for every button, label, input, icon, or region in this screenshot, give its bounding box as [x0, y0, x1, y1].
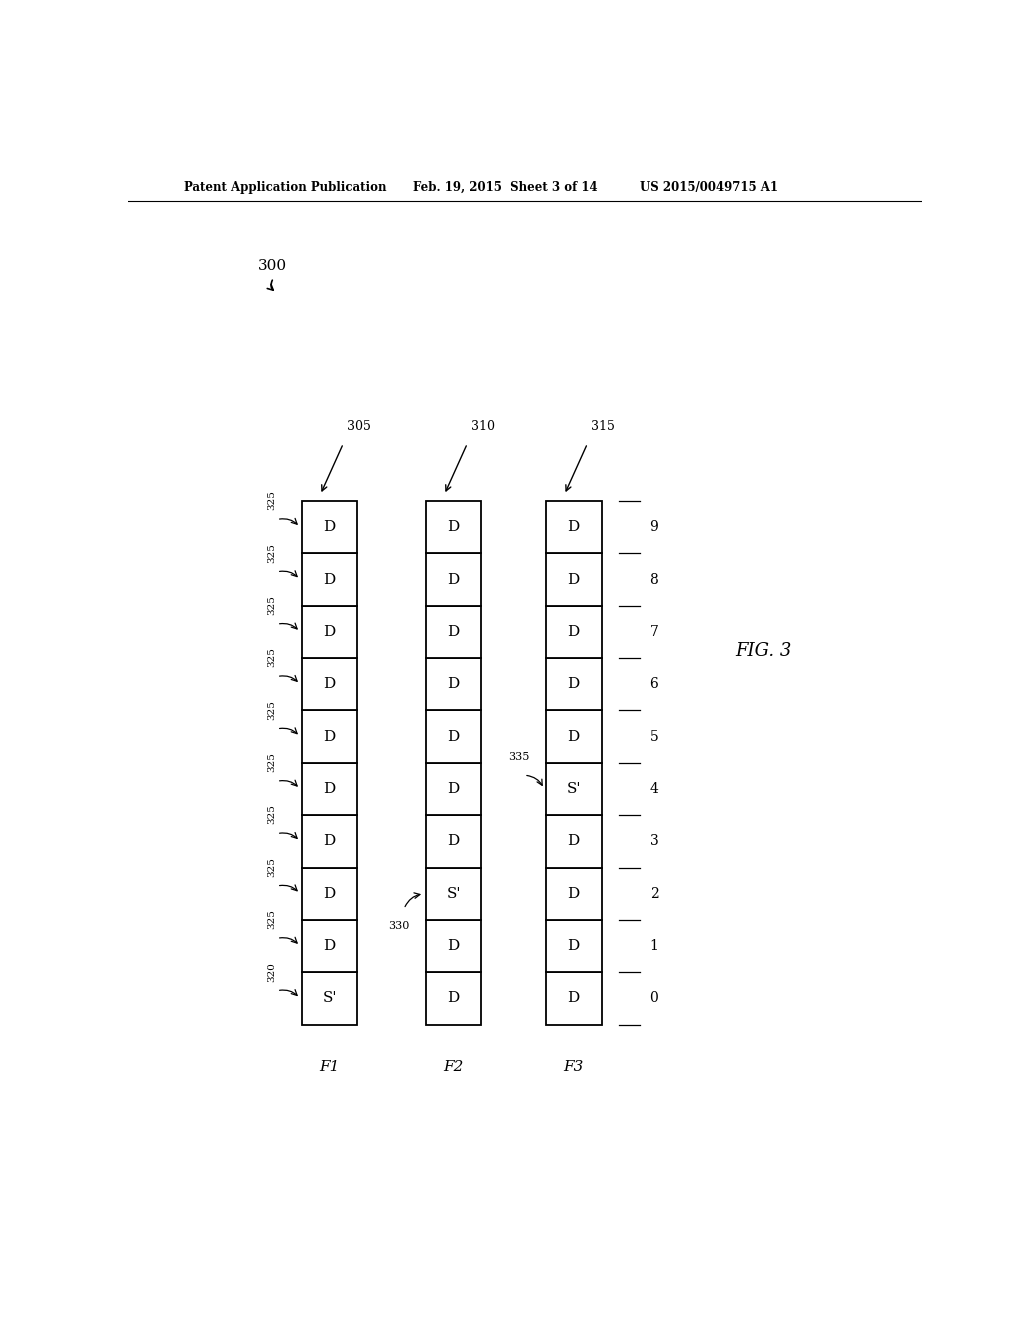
Bar	[302, 973, 357, 1024]
Bar	[546, 867, 601, 920]
Text: 4: 4	[649, 781, 658, 796]
Text: FIG. 3: FIG. 3	[735, 643, 792, 660]
Text: 325: 325	[267, 805, 276, 825]
Bar	[546, 553, 601, 606]
Bar	[426, 553, 481, 606]
Bar	[546, 973, 601, 1024]
Text: Patent Application Publication: Patent Application Publication	[183, 181, 386, 194]
Text: 5: 5	[649, 730, 658, 743]
Text: D: D	[447, 834, 460, 849]
Text: D: D	[567, 677, 580, 692]
Bar	[302, 659, 357, 710]
Text: 9: 9	[649, 520, 658, 535]
Text: F3: F3	[563, 1060, 584, 1074]
Bar	[426, 920, 481, 973]
Text: 325: 325	[267, 857, 276, 876]
Text: D: D	[567, 624, 580, 639]
Text: 325: 325	[267, 700, 276, 719]
Bar	[546, 816, 601, 867]
Bar	[546, 920, 601, 973]
Text: F1: F1	[319, 1060, 340, 1074]
Text: D: D	[567, 887, 580, 900]
Text: D: D	[324, 573, 336, 586]
Text: D: D	[447, 730, 460, 743]
Bar	[426, 659, 481, 710]
Text: D: D	[324, 677, 336, 692]
Text: D: D	[324, 781, 336, 796]
Bar	[426, 973, 481, 1024]
Text: D: D	[567, 939, 580, 953]
Text: 2: 2	[649, 887, 658, 900]
Text: S': S'	[323, 991, 337, 1006]
Text: D: D	[567, 730, 580, 743]
Text: F2: F2	[443, 1060, 464, 1074]
Text: D: D	[324, 624, 336, 639]
Bar	[546, 502, 601, 553]
Bar	[302, 816, 357, 867]
Text: 8: 8	[649, 573, 658, 586]
Text: D: D	[447, 624, 460, 639]
Bar	[426, 867, 481, 920]
Text: 6: 6	[649, 677, 658, 692]
Bar	[302, 763, 357, 816]
Text: D: D	[567, 520, 580, 535]
Text: D: D	[447, 520, 460, 535]
Text: D: D	[324, 834, 336, 849]
Bar	[302, 920, 357, 973]
Bar	[426, 816, 481, 867]
Text: 1: 1	[649, 939, 658, 953]
Text: Feb. 19, 2015  Sheet 3 of 14: Feb. 19, 2015 Sheet 3 of 14	[414, 181, 598, 194]
Text: 7: 7	[649, 624, 658, 639]
Text: 330: 330	[388, 921, 410, 931]
Text: 320: 320	[267, 962, 276, 982]
Text: 325: 325	[267, 909, 276, 929]
Text: D: D	[447, 939, 460, 953]
Bar	[302, 867, 357, 920]
Text: 300: 300	[258, 259, 288, 273]
Text: 310: 310	[471, 420, 496, 433]
Bar	[302, 710, 357, 763]
Text: D: D	[567, 573, 580, 586]
Bar	[302, 502, 357, 553]
Bar	[546, 710, 601, 763]
Bar	[302, 606, 357, 659]
Text: D: D	[447, 781, 460, 796]
Text: 305: 305	[347, 420, 372, 433]
Text: D: D	[447, 573, 460, 586]
Bar	[426, 710, 481, 763]
Bar	[546, 659, 601, 710]
Text: 3: 3	[649, 834, 658, 849]
Text: 325: 325	[267, 543, 276, 562]
Bar	[546, 763, 601, 816]
Text: S': S'	[446, 887, 461, 900]
Text: D: D	[324, 887, 336, 900]
Text: D: D	[447, 677, 460, 692]
Text: 325: 325	[267, 595, 276, 615]
Text: 325: 325	[267, 752, 276, 772]
Text: D: D	[324, 730, 336, 743]
Bar	[426, 763, 481, 816]
Bar	[426, 502, 481, 553]
Text: S': S'	[566, 781, 581, 796]
Text: 325: 325	[267, 491, 276, 511]
Bar	[302, 553, 357, 606]
Text: 0: 0	[649, 991, 658, 1006]
Text: D: D	[447, 991, 460, 1006]
Text: D: D	[567, 834, 580, 849]
Text: 315: 315	[592, 420, 615, 433]
Text: D: D	[324, 939, 336, 953]
Text: D: D	[324, 520, 336, 535]
Bar	[426, 606, 481, 659]
Bar	[546, 606, 601, 659]
Text: US 2015/0049715 A1: US 2015/0049715 A1	[640, 181, 777, 194]
Text: D: D	[567, 991, 580, 1006]
Text: 325: 325	[267, 648, 276, 668]
Text: 335: 335	[508, 752, 529, 762]
